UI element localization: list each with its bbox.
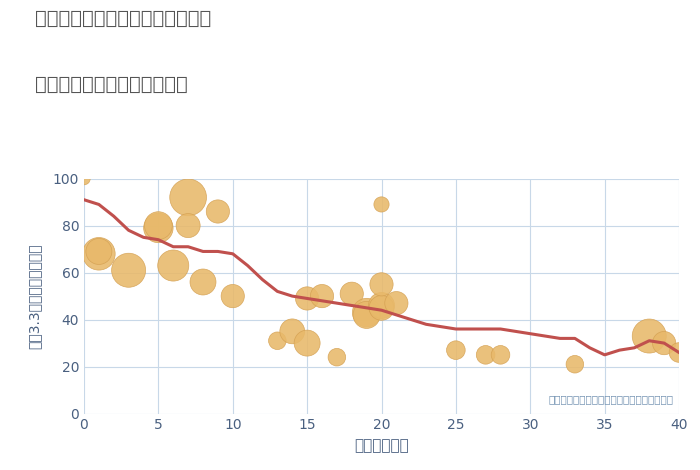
Point xyxy=(272,337,283,345)
Point xyxy=(361,311,372,319)
Point xyxy=(302,295,313,302)
Point xyxy=(93,250,104,258)
Point xyxy=(361,309,372,316)
Point xyxy=(346,290,357,298)
Point xyxy=(659,339,670,347)
Point xyxy=(331,353,342,361)
Point xyxy=(569,360,580,368)
Text: 岐阜県揖斐郡揖斐川町谷汲深坂の: 岐阜県揖斐郡揖斐川町谷汲深坂の xyxy=(35,9,211,28)
Point xyxy=(673,349,685,356)
Point xyxy=(227,292,238,300)
X-axis label: 築年数（年）: 築年数（年） xyxy=(354,438,409,453)
Point xyxy=(287,328,298,335)
Y-axis label: 坪（3.3㎡）単価（万円）: 坪（3.3㎡）単価（万円） xyxy=(28,243,42,349)
Point xyxy=(197,278,209,286)
Point xyxy=(644,332,655,340)
Point xyxy=(391,299,402,307)
Point xyxy=(93,248,104,255)
Point xyxy=(168,262,179,269)
Point xyxy=(183,222,194,229)
Point xyxy=(376,304,387,312)
Point xyxy=(495,351,506,359)
Point xyxy=(480,351,491,359)
Point xyxy=(78,175,90,182)
Point xyxy=(153,224,164,232)
Point xyxy=(376,281,387,288)
Text: 円の大きさは、取引のあった物件面積を示す: 円の大きさは、取引のあった物件面積を示す xyxy=(548,394,673,404)
Point xyxy=(183,194,194,201)
Point xyxy=(212,208,223,215)
Point xyxy=(123,266,134,274)
Point xyxy=(376,302,387,309)
Point xyxy=(376,201,387,208)
Text: 築年数別中古マンション価格: 築年数別中古マンション価格 xyxy=(35,75,188,94)
Point xyxy=(450,346,461,354)
Point xyxy=(316,292,328,300)
Point xyxy=(302,339,313,347)
Point xyxy=(153,222,164,229)
